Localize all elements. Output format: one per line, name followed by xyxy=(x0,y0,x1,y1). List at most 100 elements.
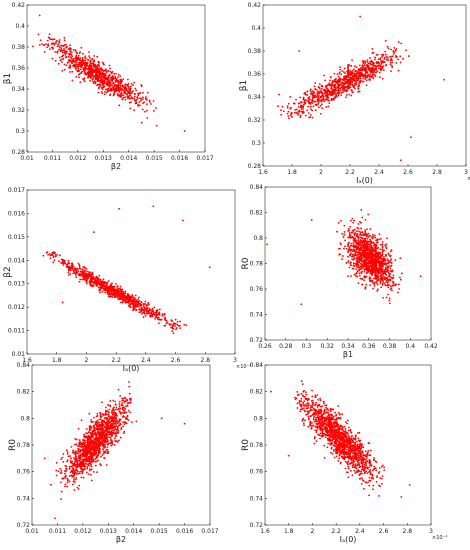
outlier-point xyxy=(443,78,446,81)
data-point xyxy=(95,460,98,463)
data-point xyxy=(327,105,330,108)
data-point xyxy=(353,84,356,87)
data-point xyxy=(371,67,374,70)
data-point xyxy=(74,469,77,472)
data-point xyxy=(350,275,352,277)
data-point xyxy=(372,234,374,236)
data-point xyxy=(365,68,368,71)
y-axis-label: R0 xyxy=(8,439,18,451)
data-point xyxy=(60,58,63,61)
data-point xyxy=(342,255,344,257)
data-point xyxy=(331,82,334,84)
data-point xyxy=(60,44,63,47)
data-point xyxy=(311,102,314,104)
data-point xyxy=(369,243,372,246)
data-point xyxy=(106,425,108,428)
data-point xyxy=(407,55,410,57)
data-point xyxy=(358,64,361,67)
data-point xyxy=(340,219,342,222)
data-point xyxy=(103,85,106,87)
data-point xyxy=(375,277,378,280)
data-point xyxy=(174,325,176,327)
data-point xyxy=(366,255,369,258)
data-point xyxy=(370,242,372,244)
data-point xyxy=(280,113,283,116)
data-point xyxy=(374,236,377,239)
scatter-points xyxy=(32,14,186,132)
data-point xyxy=(50,43,53,46)
data-point xyxy=(121,80,124,82)
data-point xyxy=(52,261,55,264)
data-point xyxy=(364,233,367,236)
data-point xyxy=(348,72,351,75)
data-point xyxy=(306,90,309,93)
data-point xyxy=(179,324,181,327)
data-point xyxy=(369,257,372,260)
data-point xyxy=(347,87,349,90)
data-point xyxy=(337,93,340,95)
data-point xyxy=(358,259,361,262)
data-point xyxy=(113,290,116,293)
data-point xyxy=(314,82,317,84)
data-point xyxy=(87,473,90,476)
data-point xyxy=(323,92,326,95)
data-point xyxy=(88,429,91,432)
data-point xyxy=(122,291,124,294)
data-point xyxy=(60,490,63,493)
data-point xyxy=(295,98,297,101)
data-point xyxy=(390,55,393,58)
data-point xyxy=(144,300,147,303)
data-point xyxy=(304,99,307,101)
data-point xyxy=(373,264,375,266)
data-point xyxy=(401,272,403,275)
y-tick-label: 0.017 xyxy=(8,187,25,194)
data-point xyxy=(391,61,394,64)
y-tick-label: 0.28 xyxy=(248,163,262,170)
data-point xyxy=(391,59,393,62)
data-point xyxy=(392,274,395,277)
data-point xyxy=(113,296,116,299)
data-point xyxy=(107,413,110,416)
data-point xyxy=(109,400,112,402)
data-point xyxy=(357,83,360,86)
data-point xyxy=(337,79,340,81)
data-point xyxy=(158,308,161,311)
data-point xyxy=(362,253,365,255)
data-point xyxy=(69,269,72,272)
data-point xyxy=(352,253,354,256)
data-point xyxy=(366,59,369,61)
data-point xyxy=(78,280,81,283)
data-point xyxy=(115,283,117,285)
outlier-point xyxy=(399,159,402,162)
data-point xyxy=(398,288,400,290)
data-point xyxy=(375,282,378,284)
data-point xyxy=(119,292,122,294)
data-point xyxy=(311,92,314,95)
data-point xyxy=(75,59,78,62)
data-point xyxy=(85,68,87,70)
data-point xyxy=(66,477,69,480)
data-point xyxy=(353,237,356,240)
data-point xyxy=(83,433,85,436)
data-point xyxy=(92,76,95,79)
data-point xyxy=(132,308,135,311)
data-point xyxy=(100,72,103,75)
data-point xyxy=(76,486,79,489)
data-point xyxy=(374,58,376,61)
data-point xyxy=(96,66,99,69)
data-point xyxy=(111,75,113,78)
data-point xyxy=(388,260,391,263)
data-point xyxy=(107,293,110,296)
data-point xyxy=(347,69,349,72)
data-point xyxy=(68,468,71,470)
data-point xyxy=(351,81,354,83)
data-point xyxy=(379,263,382,265)
data-point xyxy=(97,277,100,280)
data-point xyxy=(75,54,78,57)
data-point xyxy=(371,272,374,275)
x-tick-label: 2.4 xyxy=(374,169,384,176)
data-point xyxy=(144,303,146,305)
data-point xyxy=(388,265,390,267)
data-point xyxy=(355,250,358,253)
data-point xyxy=(133,93,136,95)
